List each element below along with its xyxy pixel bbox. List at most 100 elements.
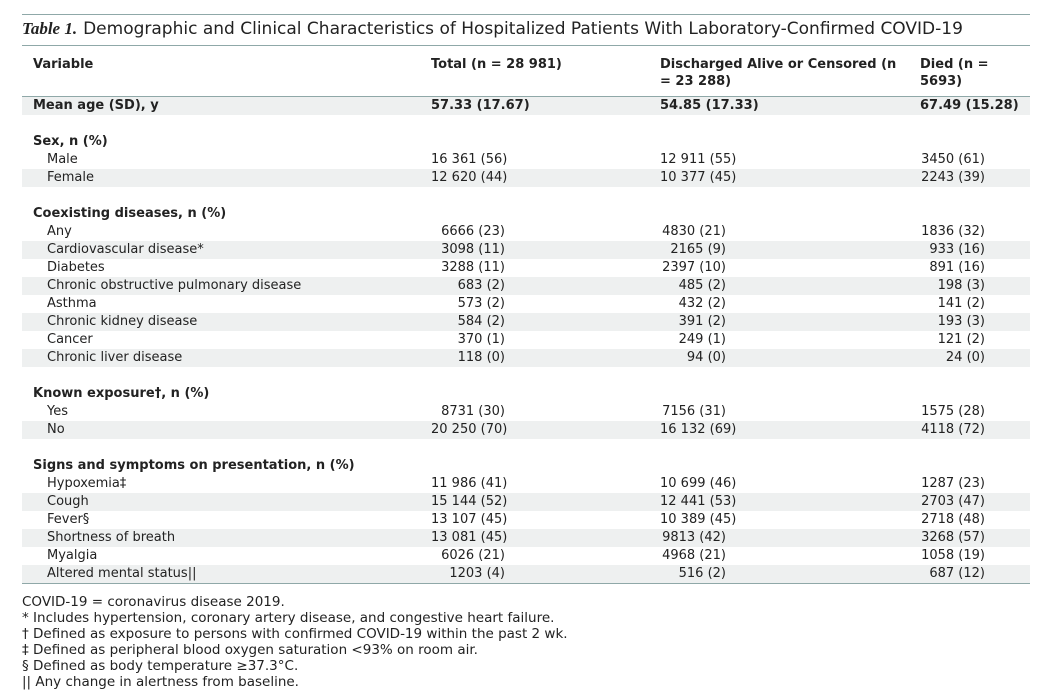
cell: 933 (16) [902,241,1030,259]
cell: 12 911 (55) [660,152,737,167]
spacer-row [22,439,1030,457]
table-row: Cough 15 144 (52) 12 441 (53) 2703 (47) [22,493,1030,511]
spacer [22,439,422,457]
cell: 15 144 (52) [422,493,652,511]
cell: 2243 (39) [902,169,1030,187]
table-row: Female 12 620 (44) 10 377 (45) 2243 (39) [22,169,1030,187]
table: Variable Total (n = 28 981) Discharged Ali… [22,45,1030,584]
cell: 94 (0) [652,349,902,367]
row-label: Yes [47,404,68,419]
footnote: ‡ Defined as peripheral blood oxygen sat… [22,642,478,658]
row-label: Chronic obstructive pulmonary disease [22,277,422,295]
cell: 11 986 (41) [431,476,508,491]
section-row: Coexisting diseases, n (%) [22,205,1030,223]
cell: 2165 (9) [652,241,902,259]
cell: 4830 (21) [662,224,726,239]
row-label: No [22,421,422,439]
cell: 6666 (23) [441,224,505,239]
section-title: Signs and symptoms on presentation, n (%… [33,458,355,473]
table-row: Cancer 370 (1) 249 (1) 121 (2) [22,331,1030,349]
cell: 20 250 (70) [422,421,652,439]
table-row: Shortness of breath 13 081 (45) 9813 (42) 3… [22,529,1030,547]
spacer-row [22,115,1030,133]
row-label: Female [22,169,422,187]
table-row: Chronic liver disease 118 (0) 94 (0) 24 (0) [22,349,1030,367]
cell: 4968 (21) [662,548,726,563]
table-row: Cardiovascular disease* 3098 (11) 2165 (9)… [22,241,1030,259]
footnote: || Any change in alertness from baseline… [22,674,299,690]
spacer [902,115,1030,133]
cell: 4118 (72) [902,421,1030,439]
section-title: Coexisting diseases, n (%) [33,206,227,221]
cell: 891 (16) [929,260,985,275]
spacer [22,187,422,205]
column-header: Died (n = 5693) [902,45,1030,97]
table-row: Mean age (SD), y 57.33 (17.67) 54.85 (17.3… [22,96,1030,115]
spacer [652,367,902,385]
table-row: Chronic obstructive pulmonary disease 683… [22,277,1030,295]
cell: 10 699 (46) [660,476,737,491]
section-row: Signs and symptoms on presentation, n (%… [22,457,1030,475]
cell: 193 (3) [902,313,1030,331]
spacer [422,187,652,205]
spacer [422,367,652,385]
row-label: Cancer [47,332,93,347]
section-row: Sex, n (%) [22,133,1030,151]
table-row: Any 6666 (23) 4830 (21) 1836 (32) [22,223,1030,241]
cell: 1203 (4) [422,565,652,584]
section-title: Sex, n (%) [33,134,108,149]
cell: 1836 (32) [921,224,985,239]
header-row: Variable Total (n = 28 981) Discharged Ali… [22,45,1030,97]
spacer [652,187,902,205]
cell: 249 (1) [678,332,726,347]
spacer-row [22,367,1030,385]
cell: 9813 (42) [652,529,902,547]
cell: 13 081 (45) [422,529,652,547]
table-row: Asthma 573 (2) 432 (2) 141 (2) [22,295,1030,313]
cell: 2703 (47) [902,493,1030,511]
table-row: Chronic kidney disease 584 (2) 391 (2) 193 … [22,313,1030,331]
table-title: Table 1. Demographic and Clinical Charact… [22,14,1030,39]
cell: 432 (2) [678,296,726,311]
cell: 8731 (30) [441,404,505,419]
row-label: Male [47,152,78,167]
cell: 683 (2) [422,277,652,295]
table-row: Hypoxemia‡ 11 986 (41) 10 699 (46) 1287 (23… [22,475,1030,493]
footnote: * Includes hypertension, coronary artery… [22,610,555,626]
row-label: Any [47,224,72,239]
title-text: Demographic and Clinical Characteristics… [83,19,963,39]
cell: 12 620 (44) [422,169,652,187]
table-row: No 20 250 (70) 16 132 (69) 4118 (72) [22,421,1030,439]
row-label: Cardiovascular disease* [22,241,422,259]
cell: 67.49 (15.28) [902,96,1030,115]
row-label: Mean age (SD), y [22,96,422,115]
spacer [652,439,902,457]
cell: 1058 (19) [921,548,985,563]
spacer-row [22,187,1030,205]
footnote: COVID-19 = coronavirus disease 2019. [22,594,285,610]
table-row: Fever§ 13 107 (45) 10 389 (45) 2718 (48) [22,511,1030,529]
cell: 687 (12) [902,565,1030,584]
row-label: Cough [22,493,422,511]
cell: 16 132 (69) [652,421,902,439]
row-label: Chronic kidney disease [22,313,422,331]
cell: 485 (2) [652,277,902,295]
cell: 3268 (57) [902,529,1030,547]
row-label: Asthma [47,296,97,311]
table-row: Yes 8731 (30) 7156 (31) 1575 (28) [22,403,1030,421]
cell: 141 (2) [937,296,985,311]
cell: 13 107 (45) [431,512,508,527]
spacer [902,187,1030,205]
spacer [422,439,652,457]
cell: 1575 (28) [921,404,985,419]
table-row: Myalgia 6026 (21) 4968 (21) 1058 (19) [22,547,1030,565]
spacer [422,115,652,133]
row-label: Fever§ [47,512,90,527]
cell: 370 (1) [457,332,505,347]
cell: 118 (0) [422,349,652,367]
footnotes: COVID-19 = coronavirus disease 2019. * In… [22,594,568,690]
row-label: Diabetes [47,260,105,275]
column-header: Discharged Alive or Censored (n = 23 288… [652,45,902,97]
cell: 573 (2) [457,296,505,311]
column-header: Variable [22,45,422,97]
